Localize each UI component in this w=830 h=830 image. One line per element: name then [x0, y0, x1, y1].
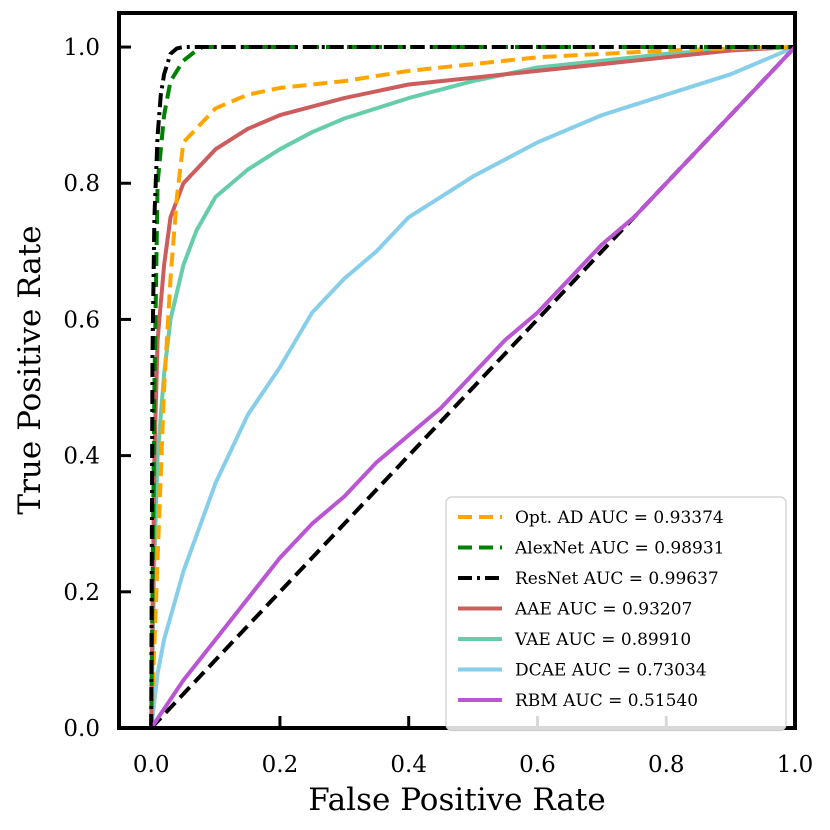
- y-tick-label: 0.4: [63, 444, 100, 470]
- legend-label: DCAE AUC = 0.73034: [515, 661, 707, 681]
- legend-label: RBM AUC = 0.51540: [515, 691, 698, 711]
- legend: Opt. AD AUC = 0.93374 AlexNet AUC = 0.989…: [445, 496, 787, 732]
- y-tick-label: 0.0: [63, 716, 100, 742]
- series-line-vae: [149, 45, 795, 728]
- x-tick-label: 0.8: [648, 752, 685, 778]
- y-tick-label: 0.8: [63, 171, 100, 197]
- series-line-dcae: [149, 45, 795, 728]
- x-tick-label: 0.0: [133, 752, 170, 778]
- series-line-opt-ad: [149, 45, 795, 728]
- x-tick-label: 1.0: [777, 752, 814, 778]
- y-axis: 0.0 0.2 0.4 0.6 0.8 1.0: [63, 35, 131, 742]
- y-axis-title: True Positive Rate: [12, 225, 48, 514]
- legend-label: VAE AUC = 0.89910: [514, 630, 691, 650]
- legend-label: Opt. AD AUC = 0.93374: [515, 508, 724, 528]
- series-line-resnet: [149, 45, 795, 728]
- x-tick-label: 0.6: [519, 752, 556, 778]
- series-line-rbm: [149, 45, 795, 728]
- legend-label: AlexNet AUC = 0.98931: [514, 539, 725, 559]
- x-axis: 0.0 0.2 0.4 0.6 0.8 1.0: [133, 716, 813, 778]
- plot-content: [149, 45, 795, 728]
- x-tick-label: 0.2: [262, 752, 299, 778]
- x-tick-label: 0.4: [390, 752, 427, 778]
- y-tick-label: 0.6: [63, 307, 100, 333]
- y-tick-label: 1.0: [63, 35, 100, 61]
- x-axis-title: False Positive Rate: [308, 782, 605, 818]
- legend-label: ResNet AUC = 0.99637: [515, 569, 719, 589]
- series-line-aae: [149, 45, 795, 728]
- legend-box: [445, 496, 787, 732]
- y-tick-label: 0.2: [63, 580, 100, 606]
- legend-label: AAE AUC = 0.93207: [514, 600, 692, 620]
